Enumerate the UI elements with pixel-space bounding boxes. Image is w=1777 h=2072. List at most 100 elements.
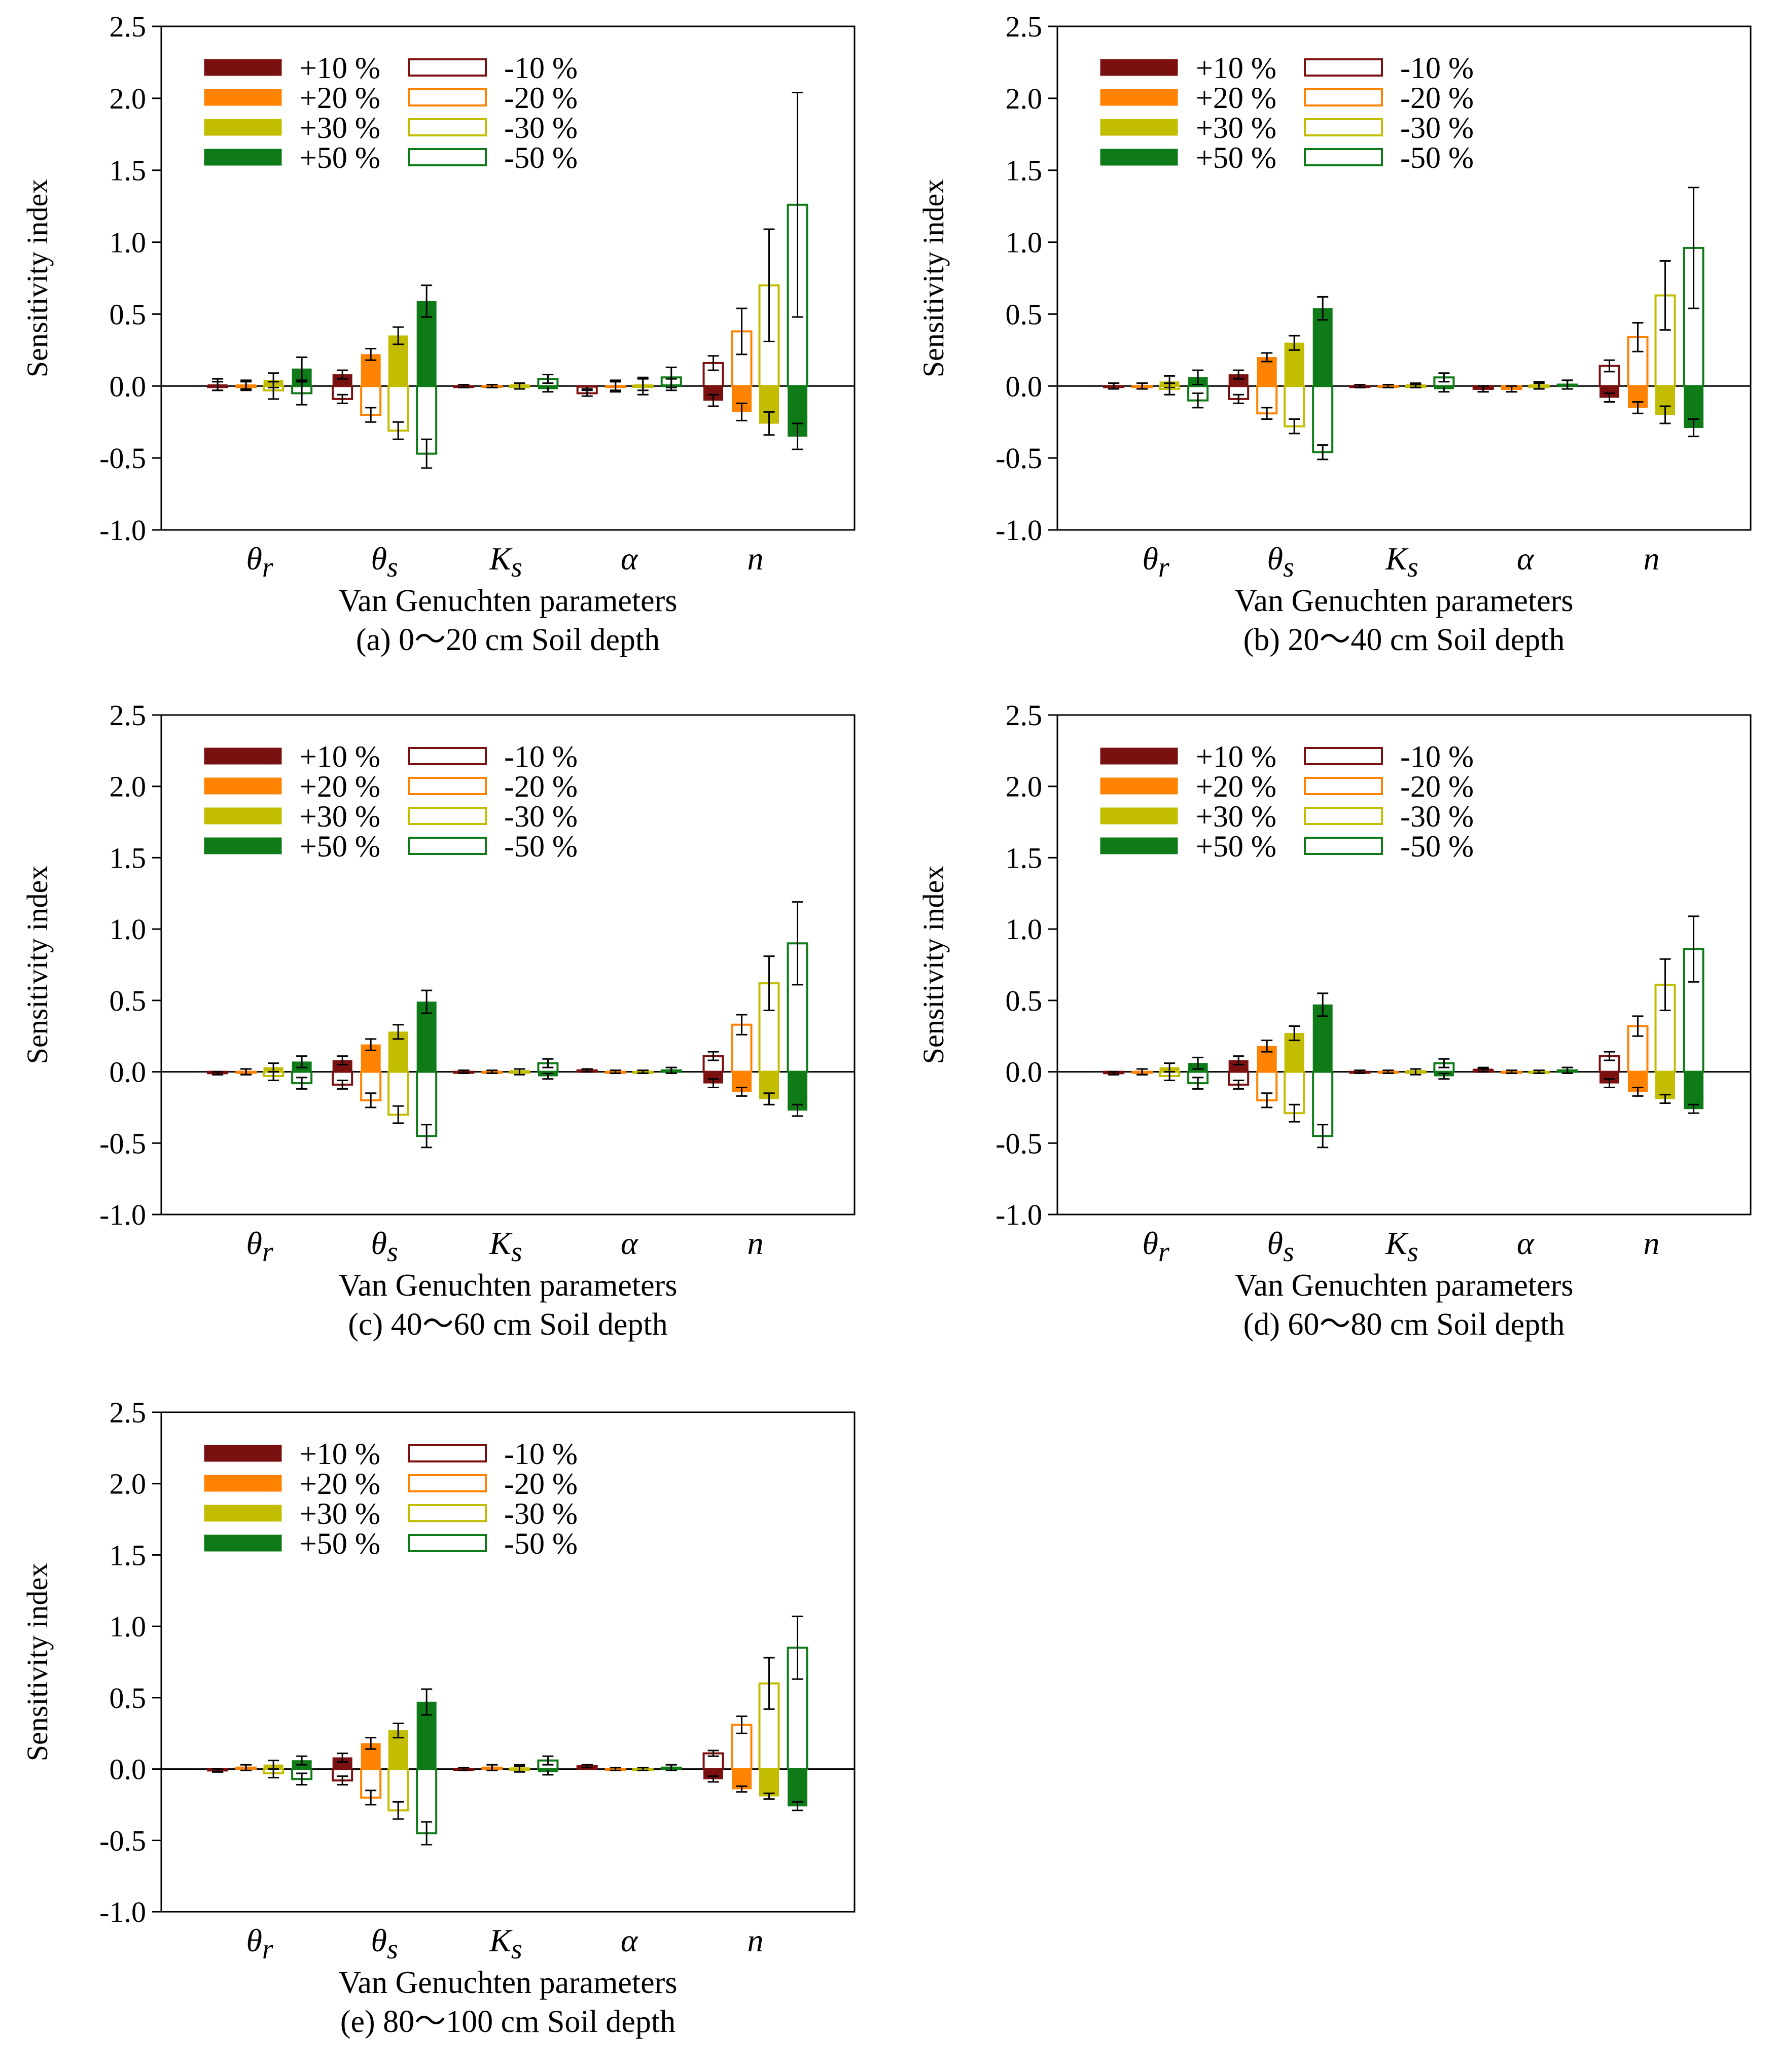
category-label: α bbox=[1517, 1225, 1535, 1261]
y-tick-label: 2.0 bbox=[1006, 82, 1043, 115]
y-tick-label: 1.0 bbox=[110, 913, 147, 946]
x-axis-label: Van Genuchten parameters bbox=[339, 1966, 678, 2000]
y-tick-label: 1.5 bbox=[110, 841, 147, 874]
legend-label: -20 % bbox=[1400, 770, 1474, 803]
y-tick-label: 2.5 bbox=[110, 1396, 147, 1429]
legend-swatch bbox=[1100, 747, 1178, 765]
legend-swatch bbox=[408, 1504, 487, 1522]
plot-frame bbox=[160, 1411, 856, 1913]
y-tick-label: -0.5 bbox=[996, 442, 1042, 475]
legend-label: -30 % bbox=[504, 1497, 578, 1530]
y-tick-label: -0.5 bbox=[99, 442, 146, 475]
category-label: θr bbox=[1142, 1225, 1169, 1268]
legend-label: -10 % bbox=[504, 740, 578, 773]
legend-label: -20 % bbox=[504, 1467, 578, 1501]
bar-plus-3 bbox=[1312, 308, 1333, 386]
legend-label: -10 % bbox=[504, 1437, 578, 1471]
legend-swatch bbox=[1304, 777, 1383, 795]
y-tick-label: 0.0 bbox=[110, 370, 147, 403]
y-tick-label: -1.0 bbox=[99, 1896, 146, 1928]
legend-label: +30 % bbox=[1196, 800, 1276, 833]
legend-swatch bbox=[408, 807, 487, 825]
panel-caption: (e) 80〜100 cm Soil depth bbox=[340, 2005, 676, 2039]
legend-swatch bbox=[204, 149, 282, 166]
legend-swatch bbox=[204, 1475, 282, 1492]
bar-plus-3 bbox=[1684, 1071, 1704, 1110]
y-tick-label: 1.0 bbox=[1006, 913, 1043, 946]
legend-label: +50 % bbox=[300, 830, 380, 863]
panel-caption: (a) 0〜20 cm Soil depth bbox=[356, 623, 660, 657]
legend-label: -20 % bbox=[504, 770, 578, 803]
legend: +10 %+20 %+30 %+50 % -10 %-20 %-30 %-50 % bbox=[204, 51, 578, 174]
legend-label: -50 % bbox=[1400, 141, 1474, 174]
legend-swatch bbox=[408, 747, 487, 765]
category-label: n bbox=[748, 1225, 764, 1261]
legend-swatch bbox=[1100, 837, 1178, 854]
y-axis-label: Sensitivity index bbox=[917, 866, 950, 1064]
legend-swatch bbox=[1100, 807, 1178, 825]
legend-swatch bbox=[204, 119, 282, 136]
legend-label: +30 % bbox=[1196, 111, 1276, 145]
category-label: n bbox=[1644, 541, 1660, 577]
legend-swatch bbox=[1304, 837, 1383, 855]
category-label: θs bbox=[371, 1225, 398, 1268]
y-tick-label: 0.0 bbox=[110, 1753, 147, 1786]
y-tick-label: 1.5 bbox=[110, 154, 147, 187]
plot-frame bbox=[160, 714, 856, 1216]
legend-label: +20 % bbox=[300, 770, 380, 803]
y-tick-label: 0.0 bbox=[1006, 370, 1043, 403]
legend-label: -10 % bbox=[504, 51, 578, 85]
legend-swatch bbox=[204, 1445, 282, 1462]
panel-caption: (d) 60〜80 cm Soil depth bbox=[1243, 1307, 1565, 1342]
legend-label: -20 % bbox=[1400, 81, 1474, 115]
category-label: θs bbox=[1267, 1225, 1294, 1268]
legend: +10 %+20 %+30 %+50 % -10 %-20 %-30 %-50 % bbox=[1100, 51, 1474, 174]
legend-swatch bbox=[408, 837, 487, 855]
y-tick-label: -1.0 bbox=[99, 514, 146, 547]
category-label: θr bbox=[246, 541, 273, 583]
legend-swatch bbox=[1100, 59, 1178, 76]
y-tick-label: 0.5 bbox=[1006, 984, 1043, 1017]
legend-label: +20 % bbox=[300, 81, 380, 115]
legend-label: -50 % bbox=[504, 830, 578, 863]
legend-swatch bbox=[408, 1444, 487, 1462]
legend-label: +30 % bbox=[300, 111, 380, 145]
category-label: Ks bbox=[489, 1922, 522, 1965]
category-label: Ks bbox=[489, 541, 522, 583]
bar-plus-1 bbox=[732, 1071, 752, 1092]
bar-plus-2 bbox=[759, 1769, 779, 1797]
legend-label: -30 % bbox=[1400, 111, 1474, 145]
category-label: θs bbox=[1267, 541, 1294, 583]
y-tick-label: 1.0 bbox=[110, 226, 147, 259]
category-label: Ks bbox=[1385, 541, 1418, 583]
legend-swatch bbox=[1304, 88, 1383, 106]
legend-swatch bbox=[408, 777, 487, 795]
category-label: α bbox=[621, 541, 638, 577]
legend-label: +50 % bbox=[1196, 141, 1276, 174]
category-label: n bbox=[1644, 1225, 1660, 1261]
legend-swatch bbox=[408, 118, 487, 136]
panel-caption: (c) 40〜60 cm Soil depth bbox=[348, 1307, 667, 1342]
category-label: n bbox=[748, 541, 764, 577]
legend-label: -50 % bbox=[1400, 830, 1474, 863]
legend-swatch bbox=[1100, 777, 1178, 795]
y-tick-label: 2.5 bbox=[110, 699, 147, 732]
chart-panel-e: 2.5 2.0 1.5 1.0 0.5 0.0 -0.5 -1.0 Sensitivity in… bbox=[21, 1396, 856, 2039]
y-tick-label: -1.0 bbox=[99, 1198, 146, 1231]
legend: +10 %+20 %+30 %+50 % -10 %-20 %-30 %-50 % bbox=[204, 740, 578, 863]
y-tick-label: 1.0 bbox=[110, 1610, 147, 1643]
x-axis-label: Van Genuchten parameters bbox=[1235, 584, 1574, 618]
legend-swatch bbox=[1100, 149, 1178, 166]
y-tick-label: 0.0 bbox=[110, 1056, 147, 1089]
legend-label: -30 % bbox=[504, 800, 578, 833]
y-tick-label: -0.5 bbox=[99, 1824, 146, 1857]
plot-frame bbox=[1056, 714, 1752, 1216]
legend-swatch bbox=[1304, 118, 1383, 136]
y-tick-label: 2.5 bbox=[1006, 10, 1043, 43]
y-tick-label: 0.5 bbox=[110, 1682, 147, 1714]
legend-swatch bbox=[204, 837, 282, 854]
legend-label: +10 % bbox=[1196, 51, 1276, 85]
y-tick-label: 2.0 bbox=[110, 1468, 147, 1501]
bar-plus-3 bbox=[788, 1769, 808, 1807]
legend-label: +20 % bbox=[1196, 81, 1276, 115]
